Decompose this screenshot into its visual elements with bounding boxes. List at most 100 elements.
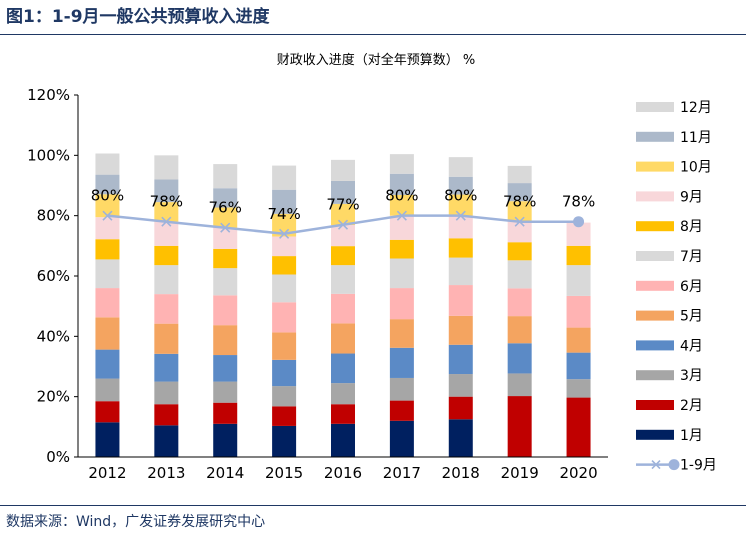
bar-segment: [272, 332, 297, 360]
bar-segment: [507, 373, 532, 397]
line-point: [102, 210, 113, 221]
line-point: [337, 219, 349, 230]
bar-segment: [389, 215, 414, 240]
bar-segment: [331, 423, 355, 457]
legend-swatch: [636, 310, 674, 321]
bar-segment: [389, 288, 414, 320]
bar-segment: [95, 422, 120, 457]
bar-segment: [448, 257, 473, 286]
bar-segment: [566, 352, 591, 380]
bar-segment: [213, 207, 238, 228]
source-note: 数据来源：Wind，广发证券发展研究中心: [6, 514, 266, 530]
legend-label: 11月: [680, 130, 712, 146]
bar-segment: [389, 258, 414, 289]
top-rule: [0, 34, 746, 35]
data-label: 80%: [91, 187, 124, 205]
bar-segment: [389, 347, 414, 378]
bar-segment: [389, 194, 414, 216]
bar-segment: [95, 288, 120, 318]
bar-segment: [213, 268, 238, 296]
data-label: 77%: [326, 196, 359, 214]
bar-segment: [272, 213, 297, 237]
legend-swatch: [636, 340, 674, 351]
line-point: [161, 216, 172, 227]
bar-segment: [154, 179, 179, 203]
bar-segment: [272, 425, 297, 457]
bar-segment: [95, 174, 120, 195]
bar-segment: [154, 425, 179, 457]
bar-segment: [448, 374, 473, 397]
legend-label: 8月: [680, 219, 703, 235]
bar-segment: [272, 256, 297, 275]
bar-segment: [389, 420, 414, 457]
bar-segment: [213, 164, 238, 189]
bar-segment: [507, 343, 532, 374]
bar-segment: [566, 245, 591, 266]
bar-segment: [448, 238, 473, 258]
bar-segment: [331, 404, 355, 424]
bar-segment: [272, 274, 297, 303]
plot-area: 0% 20% 40% 60% 80% 100% 120% 2012 2013 2014 2015 20…: [27, 86, 608, 482]
legend-label: 10月: [680, 160, 712, 176]
bar-segment: [389, 377, 414, 401]
bar-segment: [272, 359, 297, 387]
x-tick-label: 2018: [442, 464, 480, 482]
data-label: 80%: [385, 187, 418, 205]
y-tick-label: 0%: [46, 448, 70, 466]
legend-swatch: [636, 400, 674, 410]
bar-segment: [507, 316, 532, 344]
bar-segment: [566, 397, 591, 457]
legend-label: 1月: [680, 428, 703, 444]
data-label: 78%: [150, 193, 183, 211]
line-point: [396, 210, 407, 221]
bar-segment: [448, 194, 473, 216]
bar-segment: [507, 260, 532, 289]
bar-segment: [95, 378, 120, 402]
bar-segment: [389, 154, 414, 174]
bar-segment: [448, 157, 473, 177]
legend-swatch: [636, 161, 674, 172]
bar-segment: [448, 419, 473, 457]
bar-segment: [213, 227, 238, 249]
legend-label: 12月: [680, 100, 712, 116]
legend-label: 4月: [680, 338, 703, 354]
legend-label: 5月: [680, 309, 703, 325]
bar-segment: [272, 165, 297, 190]
data-label: 80%: [444, 187, 477, 205]
bottom-rule: [0, 505, 746, 506]
bar-segment: [448, 396, 473, 420]
bar-segment: [213, 423, 238, 457]
legend-swatch: [636, 429, 674, 440]
legend-swatch: [636, 191, 674, 202]
legend-label: 2月: [680, 398, 703, 414]
x-tick-label: 2017: [383, 464, 421, 482]
bar-segment: [95, 349, 120, 379]
legend-label: 7月: [680, 249, 703, 265]
bar-segment: [154, 353, 179, 382]
legend-swatch: [636, 221, 674, 232]
bar-segment: [507, 220, 532, 243]
x-tick-label: 2019: [501, 464, 539, 482]
y-tick-label: 80%: [37, 207, 70, 225]
bar-segment: [507, 288, 532, 317]
x-tick-label: 2016: [324, 464, 362, 482]
bar-segment: [154, 294, 179, 324]
legend-swatch: [636, 131, 674, 142]
bar-segment: [213, 355, 238, 382]
bar-segment: [154, 155, 179, 180]
bar-segment: [213, 248, 238, 269]
y-tick-label: 20%: [37, 388, 70, 406]
y-tick-label: 100%: [27, 146, 70, 164]
bar-segment: [448, 344, 473, 375]
bar-segment: [448, 315, 473, 345]
bar-segment: [566, 379, 591, 398]
bar-segment: [566, 295, 591, 328]
x-tick-label: 2015: [265, 464, 303, 482]
legend-marker-dot: [668, 459, 680, 471]
x-tick-label: 2013: [147, 464, 185, 482]
data-label: 74%: [267, 205, 300, 223]
bar-segment: [448, 285, 473, 316]
bar-segment: [566, 265, 591, 296]
legend: 12月 11月 10月 9月 8月 7月 6月 5月 4月 3月 2月 1月 1-9月: [636, 100, 717, 474]
bar-segment: [95, 401, 120, 423]
